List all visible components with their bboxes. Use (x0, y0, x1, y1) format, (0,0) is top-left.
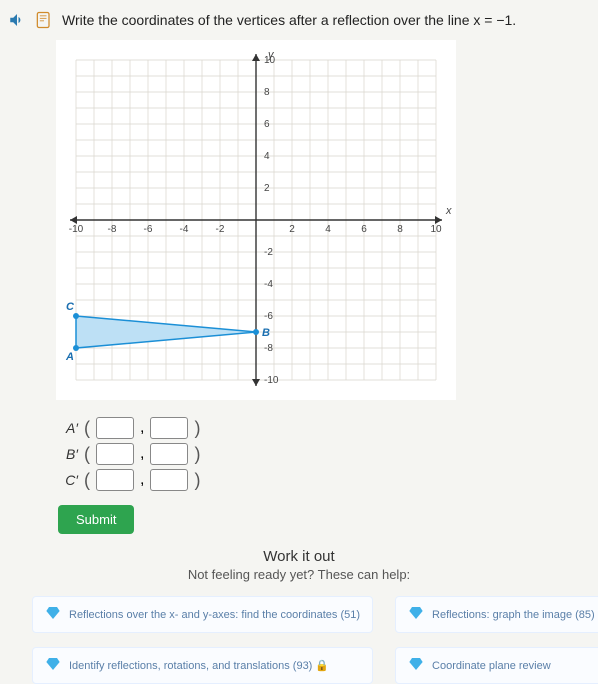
svg-text:-2: -2 (264, 247, 273, 258)
help-link-text: Reflections: graph the image (85) 🔒 (432, 608, 598, 621)
svg-text:4: 4 (325, 224, 331, 235)
help-link[interactable]: Coordinate plane review (395, 647, 598, 684)
answers-section: A′ ( , ) B′ ( , ) C′ ( , ) (0, 405, 598, 491)
gem-icon (408, 656, 424, 675)
answer-label: C′ (62, 472, 78, 488)
answer-label: A′ (62, 420, 78, 436)
help-link[interactable]: Reflections: graph the image (85) 🔒 (395, 596, 598, 633)
workout-title: Work it out (0, 548, 598, 565)
help-link-text: Coordinate plane review (432, 660, 551, 672)
svg-text:C: C (66, 301, 75, 313)
answer-label: B′ (62, 446, 78, 462)
svg-text:8: 8 (264, 87, 270, 98)
svg-text:2: 2 (289, 224, 295, 235)
answer-b-y[interactable] (150, 443, 188, 465)
answer-c-x[interactable] (96, 469, 134, 491)
help-links: Reflections over the x- and y-axes: find… (0, 582, 598, 684)
svg-text:6: 6 (264, 119, 270, 130)
example-icon[interactable] (34, 10, 54, 30)
svg-text:-10: -10 (264, 375, 279, 386)
svg-text:x: x (445, 205, 452, 217)
submit-button[interactable]: Submit (58, 505, 134, 534)
answer-row: B′ ( , ) (62, 443, 598, 465)
gem-icon (45, 656, 61, 675)
svg-text:-8: -8 (264, 343, 273, 354)
workout-subtitle: Not feeling ready yet? These can help: (0, 567, 598, 582)
audio-icon[interactable] (8, 11, 26, 29)
gem-icon (45, 605, 61, 624)
help-link-text: Identify reflections, rotations, and tra… (69, 659, 329, 672)
svg-text:10: 10 (430, 224, 442, 235)
svg-text:-2: -2 (216, 224, 225, 235)
help-link-text: Reflections over the x- and y-axes: find… (69, 609, 360, 621)
svg-text:6: 6 (361, 224, 367, 235)
answer-row: C′ ( , ) (62, 469, 598, 491)
svg-text:-4: -4 (180, 224, 189, 235)
answer-c-y[interactable] (150, 469, 188, 491)
svg-text:-6: -6 (144, 224, 153, 235)
answer-a-x[interactable] (96, 417, 134, 439)
gem-icon (408, 605, 424, 624)
svg-text:2: 2 (264, 183, 270, 194)
question-prompt: Write the coordinates of the vertices af… (62, 12, 516, 28)
answer-a-y[interactable] (150, 417, 188, 439)
help-link[interactable]: Identify reflections, rotations, and tra… (32, 647, 373, 684)
svg-text:-6: -6 (264, 311, 273, 322)
answer-b-x[interactable] (96, 443, 134, 465)
coordinate-graph: -10-8-6-4-2246810108642-2-4-6-8-10xyCAB (56, 40, 456, 400)
help-link[interactable]: Reflections over the x- and y-axes: find… (32, 596, 373, 633)
svg-text:A: A (65, 351, 74, 363)
svg-text:4: 4 (264, 151, 270, 162)
answer-row: A′ ( , ) (62, 417, 598, 439)
svg-text:B: B (262, 327, 270, 339)
svg-text:-10: -10 (69, 224, 84, 235)
svg-text:8: 8 (397, 224, 403, 235)
work-it-out: Work it out Not feeling ready yet? These… (0, 548, 598, 582)
svg-text:-8: -8 (108, 224, 117, 235)
svg-text:-4: -4 (264, 279, 273, 290)
